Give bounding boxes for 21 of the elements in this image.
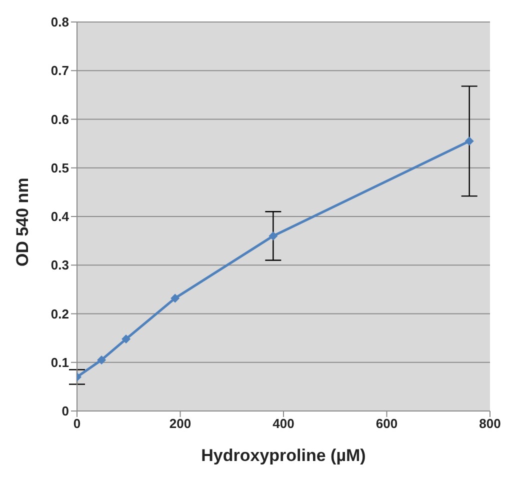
x-tick-label: 600 xyxy=(376,416,398,432)
y-tick-label: 0.4 xyxy=(50,209,70,224)
x-tick-label: 200 xyxy=(169,416,192,432)
y-tick-label: 0.5 xyxy=(50,160,69,176)
point xyxy=(122,334,131,344)
y-axis-title: OD 540 nm xyxy=(13,178,32,266)
y-tick-label: 0.7 xyxy=(50,63,69,78)
y-tick-label: 0.6 xyxy=(50,112,69,127)
y-tick-label: 0.3 xyxy=(50,258,69,273)
point xyxy=(97,355,106,364)
x-tick-label: 400 xyxy=(272,416,294,432)
point xyxy=(268,231,278,240)
y-tick-label: 0.2 xyxy=(50,306,69,322)
x-tick-label: 0 xyxy=(73,416,81,432)
x-axis-title: Hydroxyproline (µM) xyxy=(201,446,366,465)
point xyxy=(464,136,474,146)
point xyxy=(170,294,180,303)
y-tick-label: 0.1 xyxy=(50,354,69,370)
y-tick-label: 0 xyxy=(62,404,69,419)
x-tick-label: 800 xyxy=(479,416,501,432)
y-tick-label: 0.8 xyxy=(50,14,69,30)
